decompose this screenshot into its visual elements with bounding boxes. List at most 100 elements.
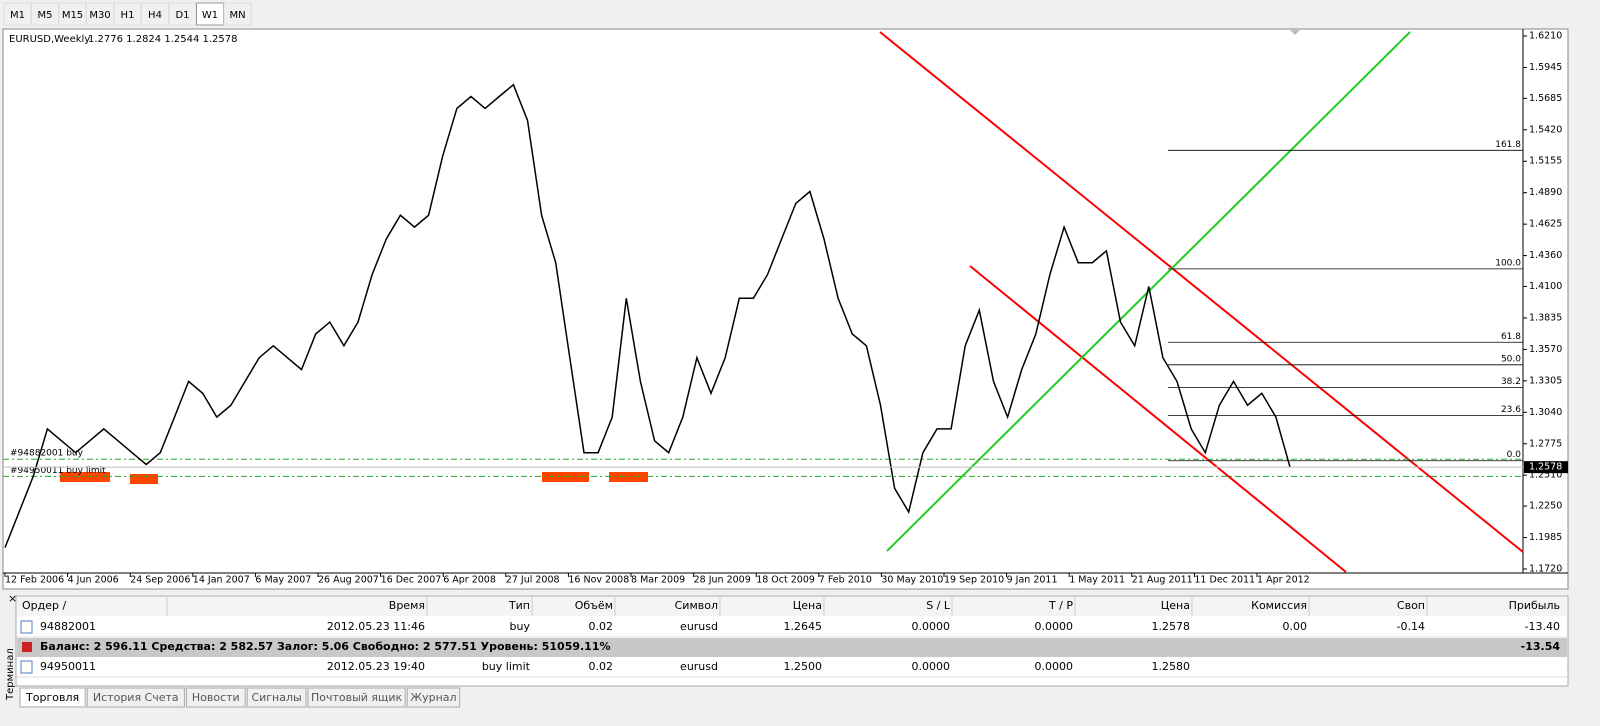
- table-cell: 0.02: [589, 620, 614, 633]
- column-header: Цена: [1161, 599, 1190, 612]
- close-button[interactable]: ×: [8, 592, 17, 605]
- table-cell: -0.14: [1397, 620, 1425, 633]
- y-tick-label: 1.5155: [1529, 156, 1562, 167]
- x-tick-label: 7 Feb 2010: [819, 575, 872, 586]
- y-tick-label: 1.3835: [1529, 312, 1562, 323]
- current-price-label: 1.2578: [1529, 462, 1562, 473]
- fib-label: 161.8: [1495, 140, 1521, 150]
- column-header: Прибыль: [1509, 599, 1560, 612]
- shift-marker: [1290, 30, 1300, 35]
- x-tick-label: 9 Jan 2011: [1007, 575, 1058, 586]
- y-tick-label: 1.5945: [1529, 62, 1562, 73]
- table-cell: 2012.05.23 11:46: [327, 620, 425, 633]
- terminal-tab-label: Новости: [192, 691, 240, 704]
- timeframe-label: W1: [202, 10, 218, 21]
- fib-label: 23.6: [1501, 405, 1521, 415]
- fib-label: 100.0: [1495, 258, 1521, 268]
- y-tick-label: 1.4360: [1529, 250, 1562, 261]
- y-tick-label: 1.2775: [1529, 438, 1562, 449]
- terminal-tab-label: Журнал: [410, 691, 456, 704]
- column-header: Цена: [793, 599, 822, 612]
- table-cell: buy limit: [482, 660, 531, 673]
- table-cell: eurusd: [680, 620, 718, 633]
- column-header: Комиссия: [1251, 599, 1307, 612]
- table-cell: 0.0000: [1035, 620, 1074, 633]
- chart-area: [2, 28, 1569, 590]
- x-tick-label: 1 May 2011: [1069, 575, 1125, 586]
- y-tick-label: 1.3040: [1529, 407, 1562, 418]
- y-tick-label: 1.5685: [1529, 93, 1562, 104]
- x-tick-label: 6 May 2007: [255, 575, 311, 586]
- timeframe-label: H1: [121, 10, 135, 21]
- marker-box: [60, 472, 110, 482]
- chart-title: EURUSD,Weekly: [9, 34, 90, 45]
- table-cell: buy: [510, 620, 531, 633]
- table-cell: 94950011: [40, 660, 96, 673]
- price-line: [4, 83, 1291, 548]
- table-header: [17, 597, 1567, 616]
- fib-label: 0.0: [1507, 450, 1522, 460]
- column-header: S / L: [926, 599, 951, 612]
- timeframe-label: M1: [10, 10, 25, 21]
- balance-icon: [22, 642, 32, 652]
- marker-box: [609, 472, 648, 482]
- order-icon: [20, 660, 33, 674]
- table-cell: 2012.05.23 19:40: [327, 660, 425, 673]
- x-tick-label: 30 May 2010: [881, 575, 943, 586]
- table-cell: 1.2578: [1152, 620, 1191, 633]
- timeframe-label: MN: [229, 10, 245, 21]
- y-tick-label: 1.1720: [1529, 564, 1562, 575]
- timeframe-label: M30: [89, 10, 110, 21]
- terminal-tab[interactable]: [86, 687, 185, 708]
- y-tick-label: 1.1985: [1529, 532, 1562, 543]
- fib-label: 38.2: [1501, 377, 1521, 387]
- x-tick-label: 18 Oct 2009: [756, 575, 815, 586]
- trend-line: [886, 31, 1411, 552]
- terminal-tab[interactable]: [185, 687, 246, 708]
- timeframe-tab[interactable]: [223, 2, 252, 26]
- terminal-tab[interactable]: [246, 687, 307, 708]
- x-tick-label: 21 Aug 2011: [1132, 575, 1193, 586]
- x-tick-label: 8 Mar 2009: [631, 575, 685, 586]
- ohlc-header: 1.2776 1.2824 1.2544 1.2578: [88, 34, 238, 45]
- x-tick-label: 1 Apr 2012: [1257, 575, 1310, 586]
- y-tick-label: 1.4100: [1529, 281, 1562, 292]
- x-tick-label: 27 Jul 2008: [506, 575, 560, 586]
- terminal-tab-label: История Счета: [93, 691, 179, 704]
- x-tick-label: 19 Sep 2010: [944, 575, 1004, 586]
- table-cell: 0.02: [589, 660, 614, 673]
- terminal-tab-label: Сигналы: [251, 691, 301, 704]
- channel-line: [879, 31, 1524, 553]
- terminal-tab[interactable]: [307, 687, 406, 708]
- column-header: Ордер /: [22, 599, 66, 612]
- timeframe-label: M5: [38, 10, 53, 21]
- y-tick-label: 1.2250: [1529, 501, 1562, 512]
- table-cell: 0.0000: [1035, 660, 1074, 673]
- analysis-lines: [60, 31, 1524, 573]
- table-cell: 94882001: [40, 620, 96, 633]
- marker-box: [130, 474, 158, 484]
- y-tick-label: 1.6210: [1529, 31, 1562, 42]
- x-tick-label: 11 Dec 2011: [1194, 575, 1255, 586]
- y-tick-label: 1.5420: [1529, 124, 1562, 135]
- terminal-tab[interactable]: [406, 687, 461, 708]
- timeframe-label: H4: [148, 10, 162, 21]
- table-cell: eurusd: [680, 660, 718, 673]
- y-tick-label: 1.2510: [1529, 470, 1562, 481]
- table-cell: -13.40: [1525, 620, 1560, 633]
- terminal-tab-label: Почтовый ящик: [311, 691, 403, 704]
- fib-label: 61.8: [1501, 332, 1521, 342]
- table-cell: 0.0000: [912, 620, 951, 633]
- order-label: #94950011 buy limit: [10, 466, 106, 476]
- column-header: Своп: [1397, 599, 1425, 612]
- x-tick-label: 16 Dec 2007: [381, 575, 442, 586]
- column-header: Объём: [575, 599, 613, 612]
- x-tick-label: 14 Jan 2007: [193, 575, 250, 586]
- table-cell: 1.2645: [784, 620, 823, 633]
- x-tick-label: 24 Sep 2006: [130, 575, 190, 586]
- terminal-tab[interactable]: [19, 687, 86, 708]
- x-tick-label: 26 Aug 2007: [318, 575, 379, 586]
- x-tick-label: 28 Jun 2009: [694, 575, 751, 586]
- balance-profit: -13.54: [1521, 640, 1561, 653]
